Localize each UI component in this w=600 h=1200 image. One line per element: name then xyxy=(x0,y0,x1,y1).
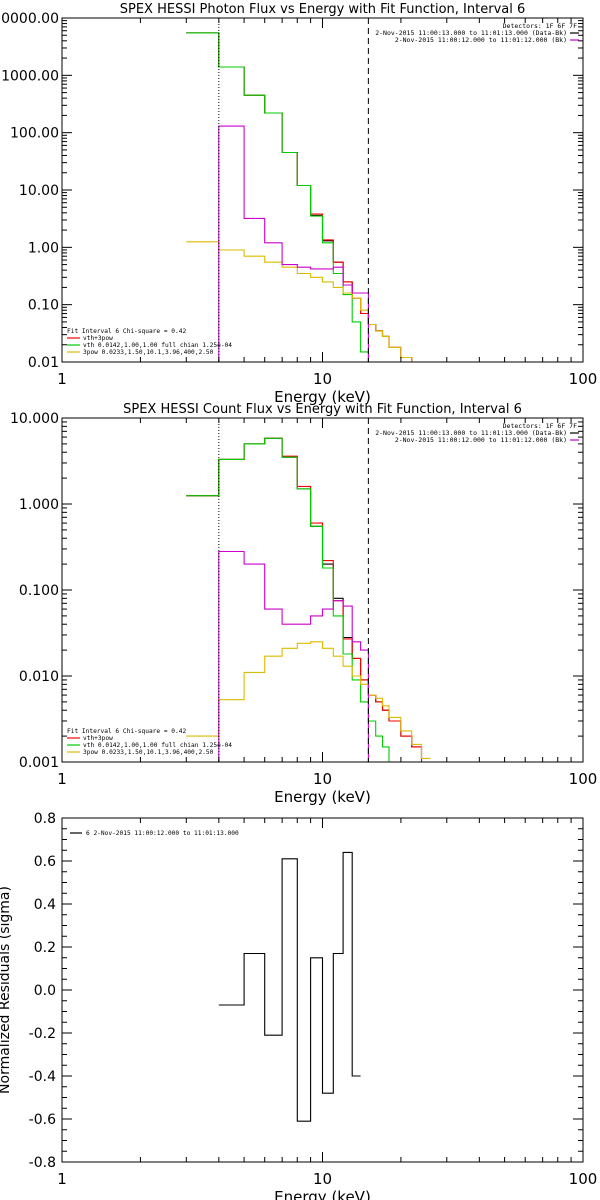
plot-frame xyxy=(61,417,584,763)
header-line: 2-Nov-2015 11:00:13.000 to 11:01:13.000 … xyxy=(375,29,567,37)
legend-entry: vth 0.0142,1.00,1.00 full chian 1.25e-04 xyxy=(83,742,232,749)
y-tick-label: 1.00 xyxy=(28,240,59,256)
legend-entry: 6 2-Nov-2015 11:00:12.000 to 11:01:13.00… xyxy=(86,830,239,837)
series-line-3pow xyxy=(186,641,431,759)
header-line: 2-Nov-2015 11:00:12.000 to 11:01:12.000 … xyxy=(395,436,567,444)
x-tick-label: 1 xyxy=(57,770,67,788)
legend-entry: vth+3pow xyxy=(83,735,113,742)
y-tick-label: 0.4 xyxy=(34,897,56,913)
y-tick-label: -0.6 xyxy=(29,1112,56,1128)
header-line: 2-Nov-2015 11:00:12.000 to 11:01:12.000 … xyxy=(395,36,567,44)
legend-entry: Fit Interval 6 Chi-square = 0.42 xyxy=(67,328,186,335)
y-tick-label: 0.10 xyxy=(28,298,59,314)
series-line-vth+3pow xyxy=(186,32,413,362)
x-axis-label: Energy (keV) xyxy=(274,388,371,406)
legend-entry: 3pow 0.0233,1.50,10.1,3.96,400,2.50 xyxy=(83,349,214,356)
y-tick-label: 1000.00 xyxy=(1,68,59,84)
series-line-trace-4 xyxy=(218,125,369,362)
y-tick-label: 1.000 xyxy=(19,497,59,513)
y-tick-label: 0.001 xyxy=(19,755,59,771)
legend-entry: 3pow 0.0233,1.50,10.1,3.96,400,2.50 xyxy=(83,749,214,756)
plot-frame xyxy=(61,17,584,363)
y-tick-label: 100.00 xyxy=(10,126,59,142)
y-tick-label: -0.2 xyxy=(29,1026,56,1042)
x-axis-label: Energy (keV) xyxy=(274,788,371,806)
legend-entry: vth+3pow xyxy=(83,335,113,342)
legend-entry: vth 0.0142,1.00,1.00 full chian 1.25e-04 xyxy=(83,342,232,349)
y-axis-label: Normalized Residuals (sigma) xyxy=(0,886,13,1094)
header-line: Detectors: 1F 6F 7F xyxy=(503,22,577,30)
header-line: 2-Nov-2015 11:00:13.000 to 11:01:13.000 … xyxy=(375,429,567,437)
plot-area-resid xyxy=(218,851,361,1122)
chart-title: SPEX HESSI Photon Flux vs Energy with Fi… xyxy=(120,2,526,17)
x-tick-label: 100 xyxy=(569,1170,598,1188)
y-tick-label: -0.8 xyxy=(29,1155,56,1171)
y-tick-label: 0.0 xyxy=(34,983,56,999)
y-tick-label: 0.100 xyxy=(19,583,59,599)
x-tick-label: 1 xyxy=(57,1170,67,1188)
x-tick-label: 10 xyxy=(313,1170,332,1188)
y-tick-label: 10.000 xyxy=(10,411,59,427)
series-line-3pow xyxy=(186,241,413,362)
series-line-trace-4 xyxy=(186,550,431,762)
chart-title: SPEX HESSI Count Flux vs Energy with Fit… xyxy=(123,402,522,417)
y-tick-label: 10000.00 xyxy=(0,11,59,27)
series-line-trace-0 xyxy=(186,32,413,362)
header-line: Detectors: 1F 6F 7F xyxy=(503,422,577,430)
plot-area-photon xyxy=(186,18,413,362)
y-tick-label: 0.6 xyxy=(34,854,56,870)
y-tick-label: 10.00 xyxy=(19,183,59,199)
series-line-vth+3pow xyxy=(186,437,431,762)
x-tick-label: 10 xyxy=(313,370,332,388)
series-line-vth xyxy=(186,437,431,762)
y-tick-label: -0.4 xyxy=(29,1069,56,1085)
y-tick-label: 0.01 xyxy=(28,355,59,371)
legend-entry: Fit Interval 6 Chi-square = 0.42 xyxy=(67,728,186,735)
x-tick-label: 1 xyxy=(57,370,67,388)
plot-area-count xyxy=(186,418,431,762)
series-line-6 2-Nov-2015 11:00:12.000 to 11:01:13.000 xyxy=(218,851,361,1122)
y-tick-label: 0.010 xyxy=(19,669,59,685)
series-line-vth xyxy=(186,32,369,362)
y-tick-label: 0.8 xyxy=(34,811,56,827)
x-axis-label: Energy (keV) xyxy=(274,1188,371,1200)
x-tick-label: 100 xyxy=(569,770,598,788)
y-tick-label: 0.2 xyxy=(34,940,56,956)
x-tick-label: 100 xyxy=(569,370,598,388)
x-tick-label: 10 xyxy=(313,770,332,788)
